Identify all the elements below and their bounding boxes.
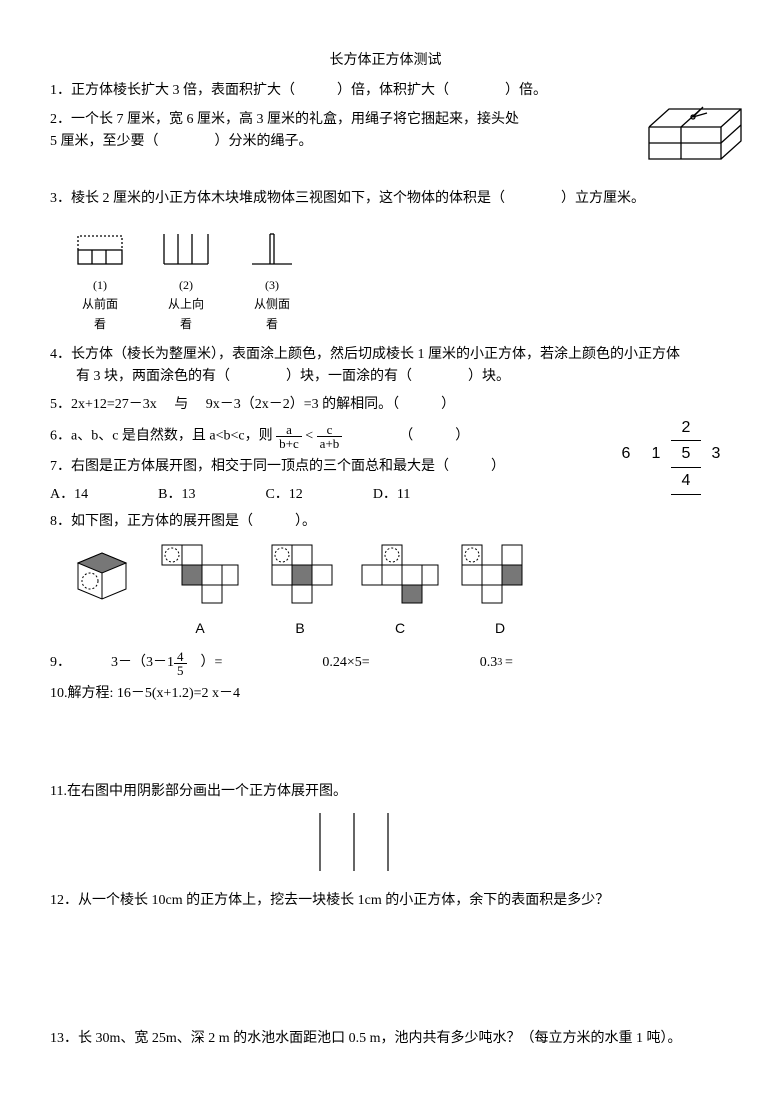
q9c-eq: = [502, 652, 513, 674]
cube-iso [70, 543, 140, 640]
frac2-num: c [317, 423, 343, 437]
tv1-lbl2: 看 [72, 315, 128, 334]
question-11: 11.在右图中用阴影部分画出一个正方体展开图。 [50, 781, 721, 803]
q9c-base: 0.3 [480, 652, 498, 674]
frac1-den: b+c [276, 437, 302, 450]
tv1-lbl: 从前面 [72, 295, 128, 314]
q8-diagrams: A B [70, 543, 721, 640]
q4-line2: 有 3 块，两面涂色的有（ ）块，一面涂的有（ ）块。 [76, 366, 721, 388]
page-title: 长方体正方体测试 [50, 50, 721, 72]
frac2: c a+b [317, 423, 343, 450]
question-2: 2．一个长 7 厘米，宽 6 厘米，高 3 厘米的礼盒，用绳子将它捆起来，接头处… [50, 109, 721, 154]
q12-text: 12．从一个棱长 10cm 的正方体上，挖去一块棱长 1cm 的小正方体，余下的… [50, 893, 609, 908]
question-1: 1．正方体棱长扩大 3 倍，表面积扩大（ ）倍，体积扩大（ ）倍。 [50, 80, 721, 102]
opt-D: D [460, 543, 540, 640]
optA-label: A [160, 617, 240, 639]
question-6: 6．a、b、c 是自然数，且 a<b<c，则 a b+c < c a+b （ ）… [50, 423, 721, 450]
q9a-pre: 3－（3－1 [111, 652, 174, 674]
optC-label: C [360, 617, 440, 639]
question-3: 3．棱长 2 厘米的小正方体木块堆成物体三视图如下，这个物体的体积是（ ）立方厘… [50, 188, 721, 210]
q6-lt: < [305, 429, 313, 444]
tv2-lbl2: 看 [158, 315, 214, 334]
tv1-num: (1) [72, 276, 128, 295]
q2-line1: 2．一个长 7 厘米，宽 6 厘米，高 3 厘米的礼盒，用绳子将它捆起来，接头处 [50, 109, 611, 131]
opt-C: C [360, 543, 440, 640]
question-9: 9． 3－（3－1 4 5 ）= 0.24×5= 0.33 = [50, 650, 721, 677]
question-5: 5．2x+12=27－3x 与 9x－3（2x－2）=3 的解相同。（ ） [50, 394, 721, 416]
question-12: 12．从一个棱长 10cm 的正方体上，挖去一块棱长 1cm 的小正方体，余下的… [50, 890, 721, 912]
frac1-num: a [276, 423, 302, 437]
frac1: a b+c [276, 423, 302, 450]
q7-optD: D．11 [373, 484, 411, 506]
question-8: 8．如下图，正方体的展开图是（ ）。 [50, 511, 721, 533]
q5-text: 5．2x+12=27－3x 与 9x－3（2x－2）=3 的解相同。（ ） [50, 397, 455, 412]
q9a-frac: 4 5 [174, 650, 187, 677]
q10-text: 10.解方程: 16－5(x+1.2)=2 x－4 [50, 686, 240, 701]
cube-net-numbers: 2 6 1 5 3 4 [611, 415, 731, 495]
q7-optA: A．14 [50, 484, 88, 506]
three-view-diagrams: (1) 从前面 看 (2) 从上向 看 [72, 228, 721, 334]
q3-text: 3．棱长 2 厘米的小正方体木块堆成物体三视图如下，这个物体的体积是（ ）立方厘… [50, 191, 645, 206]
frac2-den: a+b [317, 437, 343, 450]
tv2-num: (2) [158, 276, 214, 295]
q4-line1: 4．长方体（棱长为整厘米），表面涂上颜色，然后切成棱长 1 厘米的小正方体，若涂… [50, 344, 721, 366]
question-13: 13．长 30m、宽 25m、深 2 m 的水池水面距池口 0.5 m，池内共有… [50, 1028, 721, 1050]
q7-optB: B．13 [158, 484, 195, 506]
optB-label: B [260, 617, 340, 639]
opt-B: B [260, 543, 340, 640]
question-4: 4．长方体（棱长为整厘米），表面涂上颜色，然后切成棱长 1 厘米的小正方体，若涂… [50, 344, 721, 389]
q9a-num: 4 [174, 650, 187, 664]
q7-text: 7．右图是正方体展开图，相交于同一顶点的三个面总和最大是（ ） [50, 459, 505, 474]
q9a-post: ）= [187, 652, 223, 674]
q9b: 0.24×5= [322, 652, 369, 674]
q9a-den: 5 [174, 664, 187, 677]
q8-text: 8．如下图，正方体的展开图是（ ）。 [50, 514, 316, 529]
q11-text: 11.在右图中用阴影部分画出一个正方体展开图。 [50, 784, 347, 799]
tv3-num: (3) [244, 276, 300, 295]
tv3-lbl2: 看 [244, 315, 300, 334]
cuboid-diagram [641, 99, 751, 174]
opt-A: A [160, 543, 240, 640]
worksheet-page: 长方体正方体测试 1．正方体棱长扩大 3 倍，表面积扩大（ ）倍，体积扩大（ ）… [0, 0, 771, 1096]
tv2-lbl: 从上向 [158, 295, 214, 314]
q11-grid-diagram [310, 807, 430, 877]
q6b: （ ） [399, 429, 469, 444]
q6a: 6．a、b、c 是自然数，且 a<b<c，则 [50, 429, 273, 444]
q9-num: 9． [50, 652, 71, 674]
view-top: (2) 从上向 看 [158, 228, 214, 334]
view-front: (1) 从前面 看 [72, 228, 128, 334]
q13-text: 13．长 30m、宽 25m、深 2 m 的水池水面距池口 0.5 m，池内共有… [50, 1031, 682, 1046]
question-10: 10.解方程: 16－5(x+1.2)=2 x－4 [50, 683, 721, 705]
tv3-lbl: 从侧面 [244, 295, 300, 314]
net-2: 2 [671, 415, 701, 442]
q1-text: 1．正方体棱长扩大 3 倍，表面积扩大（ ）倍，体积扩大（ ）倍。 [50, 83, 547, 98]
optD-label: D [460, 617, 540, 639]
q2-line2: 5 厘米，至少要（ ）分米的绳子。 [50, 131, 611, 153]
q7-optC: C．12 [265, 484, 302, 506]
question-7: 7．右图是正方体展开图，相交于同一顶点的三个面总和最大是（ ） [50, 456, 721, 478]
view-side: (3) 从侧面 看 [244, 228, 300, 334]
